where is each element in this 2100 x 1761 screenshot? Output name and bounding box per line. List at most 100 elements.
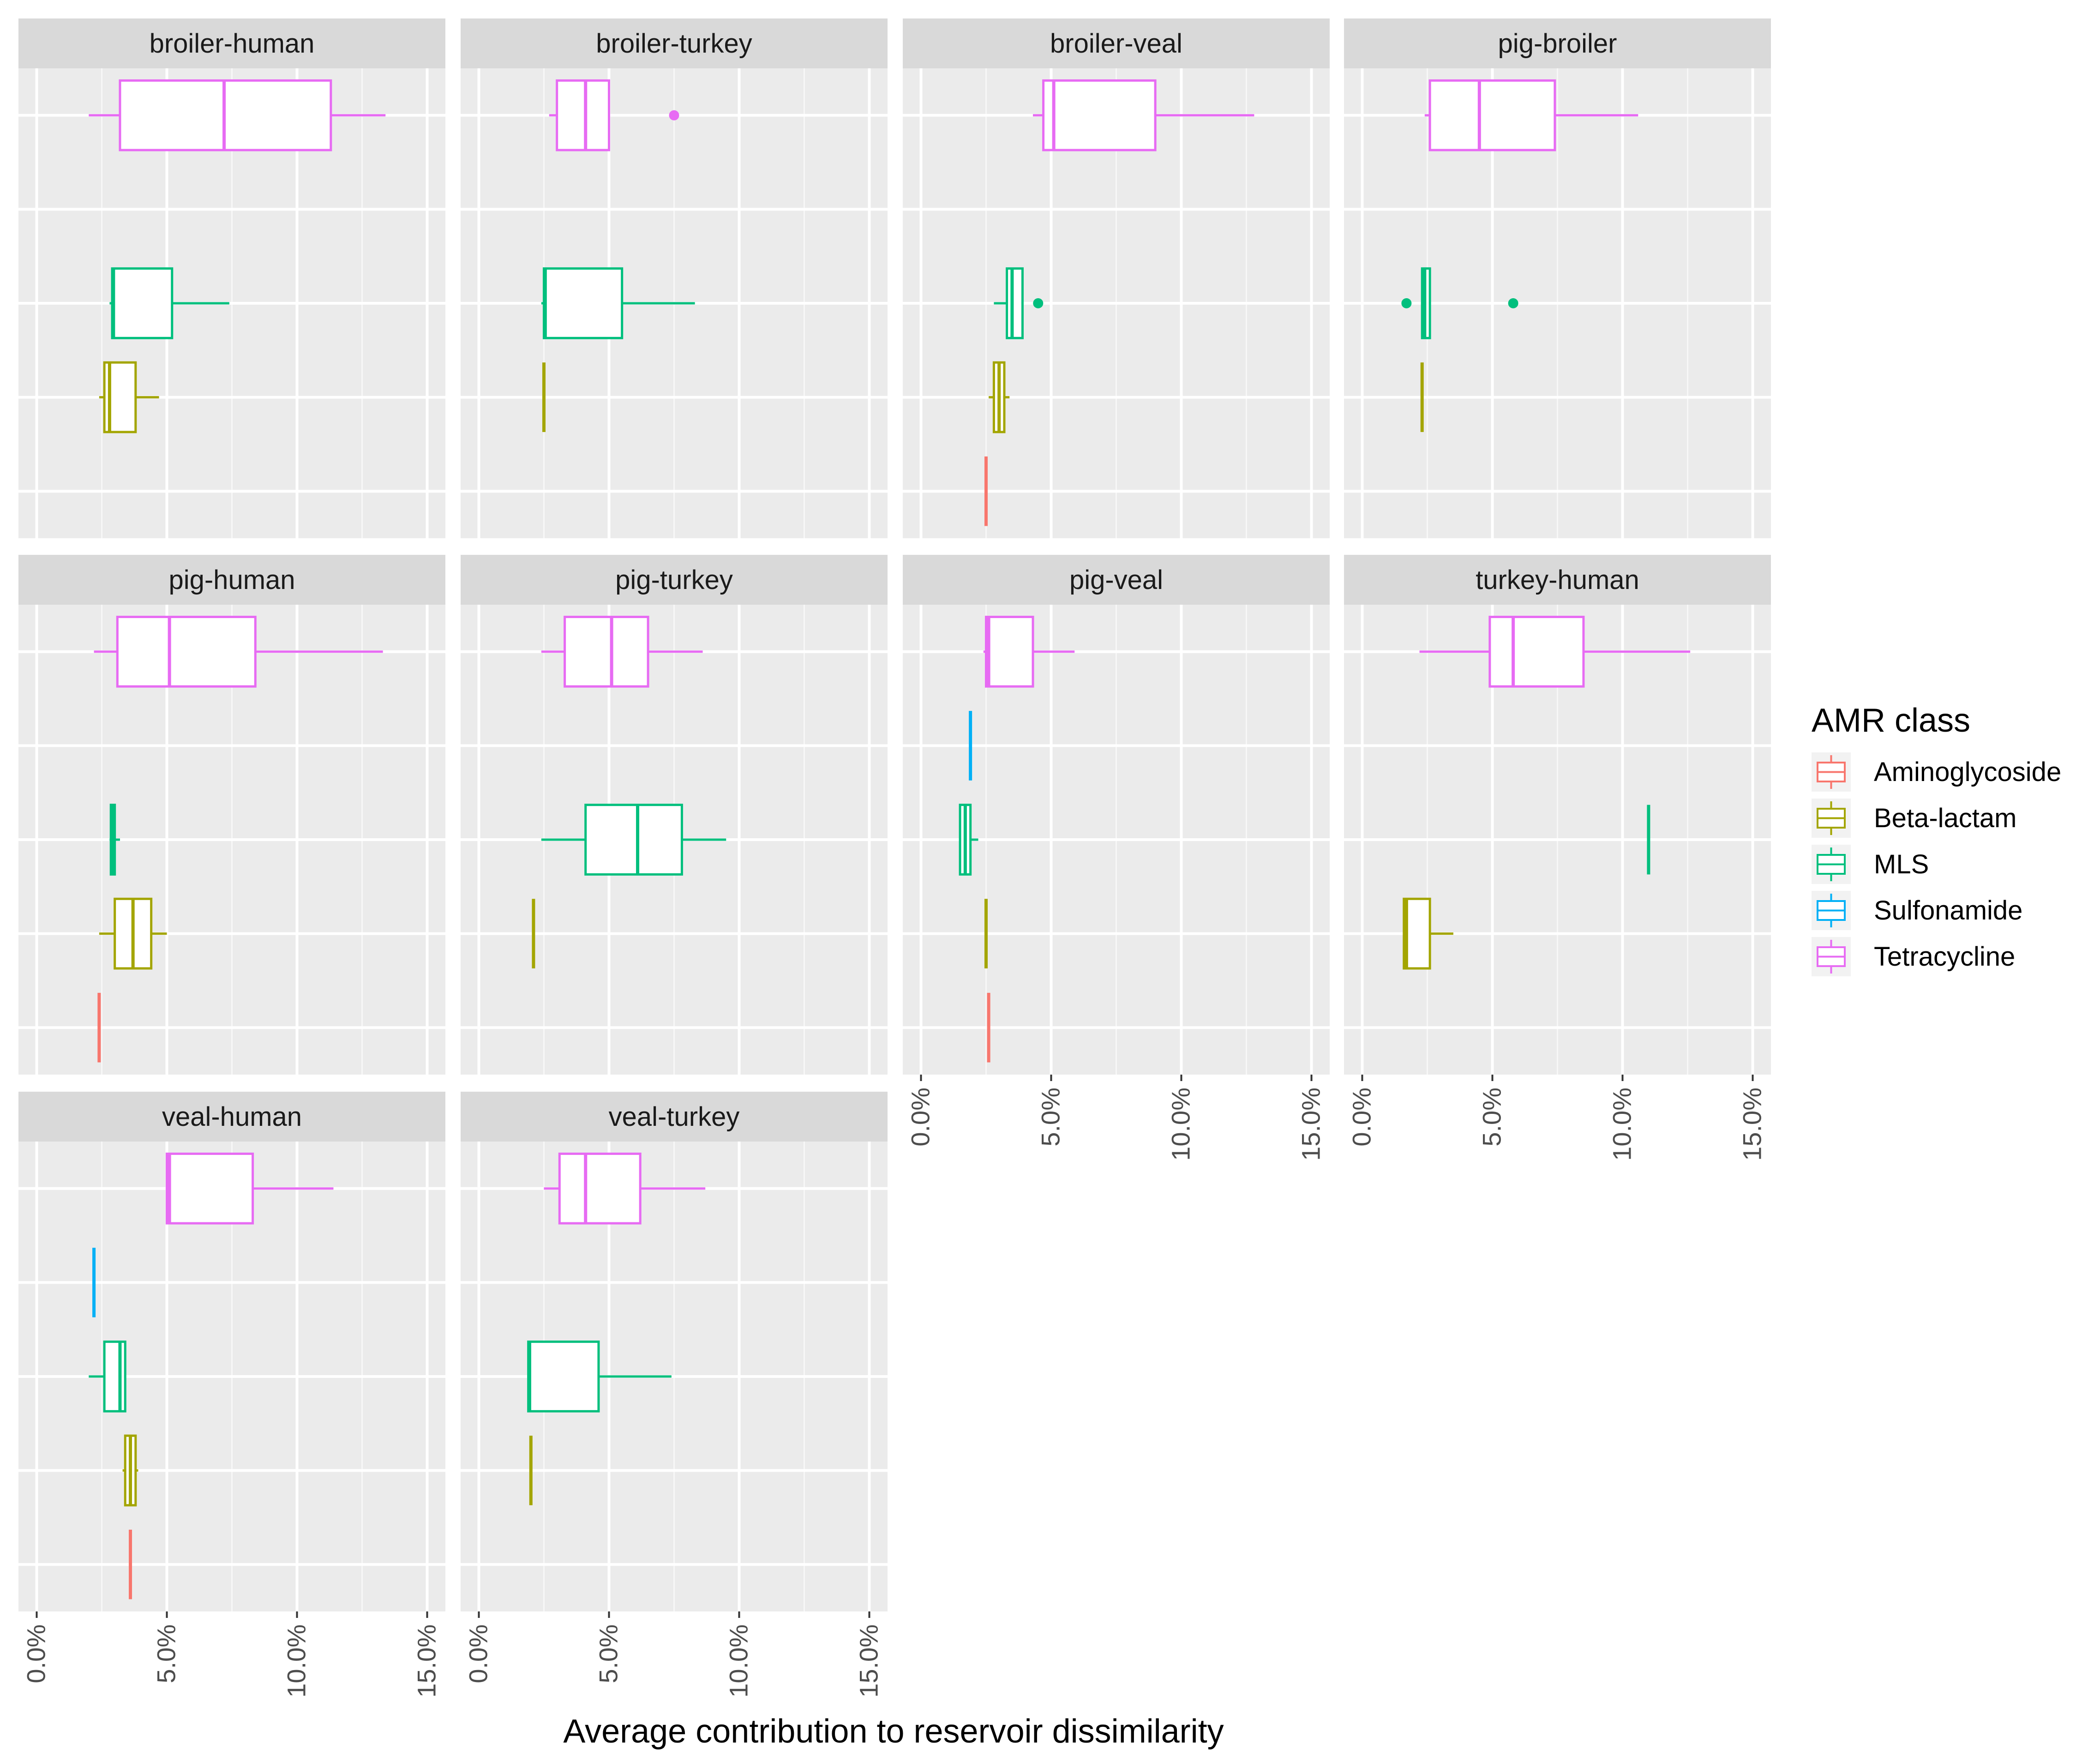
panel-title-pig-broiler: pig-broiler [1498,29,1617,59]
strip-turkey-human [1344,555,1771,605]
legend-item-mls: MLS [1812,845,1929,884]
panel-broiler-turkey: broiler-turkey [461,18,888,538]
box-turkey-human-tetracycline [1488,615,1585,688]
boxplot-pig-human-tetracycline [94,615,383,688]
boxplot-veal-turkey-mls [527,1340,672,1412]
box-veal-human-tetracycline [165,1152,254,1225]
legend-item-tetracycline: Tetracycline [1812,937,2015,976]
panel-turkey-human: turkey-human 0.0% 5.0% 10.0% 15.0% [1344,555,1771,1161]
box-veal-turkey-mls [527,1340,600,1412]
strip-broiler-turkey [461,18,888,68]
strip-veal-human [18,1092,445,1142]
box-pig-human-tetracycline [116,615,257,688]
legend-item-beta-lactam: Beta-lactam [1812,799,2016,838]
legend-label-beta-lactam: Beta-lactam [1874,803,2016,833]
boxplot-pig-broiler-mls [1401,267,1518,339]
boxplot-pig-human-mls [109,804,120,876]
x-tick-label-veal-human-2: 10.0% [282,1624,311,1698]
boxplot-broiler-human-tetracycline [89,79,386,151]
strip-pig-veal [903,555,1330,605]
legend-item-sulfonamide: Sulfonamide [1812,891,2022,930]
panel-title-broiler-turkey: broiler-turkey [596,29,752,59]
box-broiler-turkey-mls [542,267,624,339]
box-pig-broiler-tetracycline [1428,79,1556,151]
outlier-broiler-turkey-tetracycline-0 [669,110,679,120]
boxplot-veal-human-beta-lactam [122,1434,138,1507]
boxplot-turkey-human-tetracycline [1419,615,1691,688]
x-tick-label-veal-human-1: 5.0% [151,1624,180,1683]
boxplot-pig-turkey-mls [541,804,726,876]
box-turkey-human-beta-lactam [1403,897,1431,970]
box-pig-turkey-mls [584,804,683,876]
boxplot-veal-human-mls [89,1340,126,1412]
panel-pig-turkey: pig-turkey [461,555,888,1075]
panel-title-turkey-human: turkey-human [1476,565,1639,595]
strip-pig-human [18,555,445,605]
x-tick-label-veal-turkey-2: 10.0% [724,1624,753,1698]
strip-pig-turkey [461,555,888,605]
boxplot-turkey-human-beta-lactam [1403,897,1453,970]
panel-veal-human: veal-human 0.0% 5.0% 10.0% 15.0% [18,1092,445,1698]
x-tick-label-veal-turkey-1: 5.0% [594,1624,623,1683]
x-tick-label-pig-veal-2: 10.0% [1166,1088,1195,1161]
panel-pig-human: pig-human [18,555,445,1075]
x-tick-label-turkey-human-0: 0.0% [1347,1088,1376,1147]
boxplot-broiler-human-mls [109,267,229,339]
panel-broiler-veal: broiler-veal [903,18,1330,538]
legend-label-aminoglycoside: Aminoglycoside [1874,757,2061,787]
panel-title-pig-human: pig-human [168,565,295,595]
box-pig-veal-tetracycline [984,615,1034,688]
outlier-broiler-veal-mls-0 [1033,298,1044,308]
boxplot-pig-human-beta-lactam [99,897,167,970]
boxplot-veal-turkey-tetracycline [544,1152,706,1225]
x-tick-label-turkey-human-1: 5.0% [1477,1088,1506,1147]
legend: AMR class Aminoglycoside Beta-lactam MLS Sul… [1812,702,2061,976]
box-broiler-human-mls [111,267,174,339]
panel-title-pig-turkey: pig-turkey [615,565,733,595]
panel-broiler-human: broiler-human [18,18,445,538]
x-tick-label-pig-veal-1: 5.0% [1036,1088,1065,1147]
boxplot-pig-broiler-tetracycline [1424,79,1638,151]
boxplot-broiler-veal-tetracycline [1033,79,1254,151]
boxplot-pig-veal-mls [959,804,978,876]
legend-label-tetracycline: Tetracycline [1874,942,2015,972]
box-veal-turkey-tetracycline [558,1152,642,1225]
box-veal-human-mls [103,1340,126,1412]
box-pig-turkey-tetracycline [564,615,649,688]
panel-title-broiler-human: broiler-human [150,29,315,59]
legend-item-aminoglycoside: Aminoglycoside [1812,752,2061,792]
boxplot-broiler-human-beta-lactam [99,361,159,433]
x-tick-label-pig-veal-0: 0.0% [906,1088,935,1147]
legend-label-mls: MLS [1874,849,1929,879]
x-tick-label-veal-turkey-3: 15.0% [854,1624,883,1698]
panel-title-pig-veal: pig-veal [1069,565,1163,595]
boxplot-pig-turkey-tetracycline [541,615,703,688]
panel-title-broiler-veal: broiler-veal [1050,29,1182,59]
x-tick-label-turkey-human-2: 10.0% [1608,1088,1637,1161]
boxplot-broiler-veal-mls [994,267,1044,339]
boxplot-pig-veal-tetracycline [983,615,1075,688]
boxplot-broiler-veal-beta-lactam [989,361,1010,433]
legend-label-sulfonamide: Sulfonamide [1874,896,2022,926]
strip-broiler-veal [903,18,1330,68]
strip-pig-broiler [1344,18,1771,68]
strip-veal-turkey [461,1092,888,1142]
box-broiler-turkey-tetracycline [556,79,610,151]
boxplot-broiler-turkey-mls [541,267,695,339]
panel-pig-veal: pig-veal 0.0% 5.0% 10.0% 15.0% [903,555,1330,1161]
x-tick-label-turkey-human-3: 15.0% [1738,1088,1767,1161]
x-tick-label-veal-human-0: 0.0% [21,1624,50,1683]
x-tick-label-veal-human-3: 15.0% [412,1624,441,1698]
box-broiler-veal-mls [1006,267,1024,339]
x-tick-label-pig-veal-3: 15.0% [1296,1088,1326,1161]
x-axis-title: Average contribution to reservoir dissim… [563,1713,1224,1750]
outlier-pig-broiler-mls-1 [1508,298,1518,308]
panel-veal-turkey: veal-turkey 0.0% 5.0% 10.0% 15.0% [461,1092,888,1698]
x-tick-label-veal-turkey-0: 0.0% [463,1624,492,1683]
box-broiler-veal-tetracycline [1042,79,1157,151]
panel-pig-broiler: pig-broiler [1344,18,1771,538]
panel-title-veal-turkey: veal-turkey [609,1102,740,1132]
outlier-pig-broiler-mls-0 [1401,298,1412,308]
boxplot-veal-human-tetracycline [165,1152,334,1225]
